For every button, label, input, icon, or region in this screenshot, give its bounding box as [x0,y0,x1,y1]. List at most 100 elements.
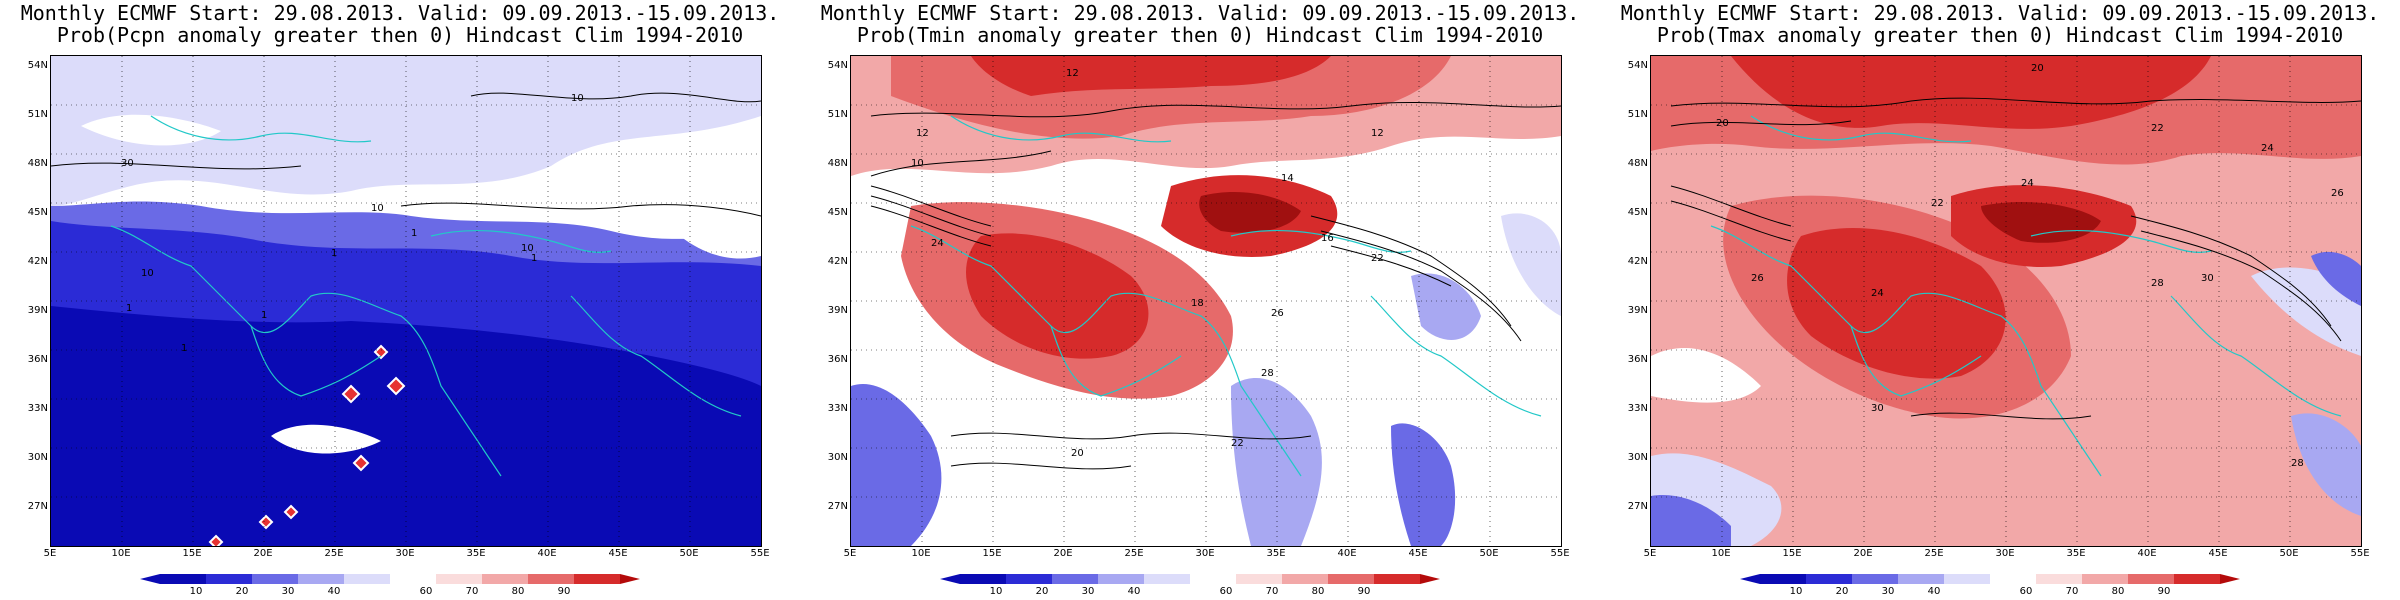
panel-title-line2: Prob(Pcpn anomaly greater then 0) Hindca… [56,23,744,47]
contour-label: 10 [571,93,584,104]
contour-label: 20 [1716,118,1729,129]
contour-label: 1 [126,303,132,314]
contour-label: 1 [181,343,187,354]
colorbar-segment [620,574,640,584]
lon-label: 55E [1550,548,1570,559]
lon-label: 20E [253,548,273,559]
contour-label: 10 [371,203,384,214]
lon-label: 40E [2137,548,2157,559]
lat-label: 45N [1627,207,1648,218]
lon-label: 35E [2066,548,2086,559]
lon-label: 30E [395,548,415,559]
lat-label: 51N [827,109,848,120]
contour-label: 28 [2291,458,2304,469]
colorbar-label: 90 [1357,586,1371,597]
colorbar-segment [1328,574,1374,584]
lat-label: 48N [827,158,848,169]
colorbar-label: 20 [1835,586,1849,597]
colorbar-segment [1006,574,1052,584]
colorbar-label: 80 [1311,586,1325,597]
colorbar-segment [1144,574,1190,584]
lat-label: 54N [827,60,848,71]
colorbar-segment [1806,574,1852,584]
panel-title-line1: Monthly ECMWF Start: 29.08.2013. Valid: … [820,1,1580,25]
lat-label: 27N [827,501,848,512]
lat-label: 51N [1627,109,1648,120]
colorbar-segment [2220,574,2240,584]
colorbar-label: 10 [989,586,1003,597]
colorbar-segment [1190,574,1236,584]
lat-label: 54N [1627,60,1648,71]
lon-label: 35E [466,548,486,559]
colorbar-segment [528,574,574,584]
contour-label: 26 [2331,188,2344,199]
map-svg: 12 12 12 10 14 16 22 18 20 22 24 26 28 [851,56,1561,546]
contour-label: 1 [531,253,537,264]
contour-label: 26 [1751,273,1764,284]
probability-map: 12 12 12 10 14 16 22 18 20 22 24 26 28 [850,55,1562,547]
colorbar-label: 70 [2065,586,2079,597]
colorbar-segment [482,574,528,584]
lat-label: 48N [27,158,48,169]
map-panel-pcpn: Monthly ECMWF Start: 29.08.2013. Valid: … [0,0,800,600]
contour-label: 1 [261,310,267,321]
colorbar-label: 30 [1881,586,1895,597]
lat-label: 27N [27,501,48,512]
lon-label: 10E [111,548,131,559]
colorbar-segment [1236,574,1282,584]
lat-label: 39N [27,305,48,316]
colorbar-label: 70 [465,586,479,597]
lat-label: 33N [827,403,848,414]
colorbar-segment [1852,574,1898,584]
map-svg: 10 10 10 10 1 1 1 1 1 1 30 [51,56,761,546]
colorbar-label: 60 [2019,586,2033,597]
colorbar-label: 20 [1035,586,1049,597]
contour-label: 10 [141,268,154,279]
lon-label: 35E [1266,548,1286,559]
lon-label: 40E [1337,548,1357,559]
colorbar-segment [1282,574,1328,584]
probability-map: 20 20 22 24 26 24 22 28 30 26 24 30 28 [1650,55,2362,547]
contour-label: 26 [1271,308,1284,319]
lon-label: 5E [43,548,57,559]
lat-label: 27N [1627,501,1648,512]
contour-label: 10 [911,158,924,169]
colorbar-segment [1740,574,1760,584]
lat-label: 42N [27,256,48,267]
lon-label: 5E [843,548,857,559]
colorbar-label: 80 [511,586,525,597]
lat-label: 36N [27,354,48,365]
panel-title-line1: Monthly ECMWF Start: 29.08.2013. Valid: … [20,1,780,25]
colorbar-label: 60 [1219,586,1233,597]
colorbar-label: 80 [2111,586,2125,597]
contour-label: 20 [2031,63,2044,74]
lon-label: 45E [608,548,628,559]
lon-label: 10E [1711,548,1731,559]
lon-label: 30E [1995,548,2015,559]
lon-label: 45E [1408,548,1428,559]
colorbar-segment [160,574,206,584]
colorbar [1740,574,2240,584]
colorbar-segment [436,574,482,584]
colorbar-segment [1760,574,1806,584]
lon-label: 45E [2208,548,2228,559]
lat-label: 33N [1627,403,1648,414]
map-svg: 20 20 22 24 26 24 22 28 30 26 24 30 28 [1651,56,2361,546]
lon-label: 25E [1124,548,1144,559]
colorbar [140,574,640,584]
colorbar-label: 20 [235,586,249,597]
colorbar-segment [390,574,436,584]
map-panel-tmax: Monthly ECMWF Start: 29.08.2013. Valid: … [1600,0,2400,600]
colorbar-segment [1098,574,1144,584]
lat-label: 36N [827,354,848,365]
lon-label: 25E [1924,548,1944,559]
contour-label: 1 [411,228,417,239]
contour-label: 12 [1371,128,1384,139]
contour-label: 14 [1281,173,1294,184]
contour-label: 24 [1871,288,1884,299]
lat-label: 33N [27,403,48,414]
colorbar-segment [574,574,620,584]
contour-label: 28 [2151,278,2164,289]
colorbar-segment [960,574,1006,584]
contour-label: 20 [1071,448,1084,459]
